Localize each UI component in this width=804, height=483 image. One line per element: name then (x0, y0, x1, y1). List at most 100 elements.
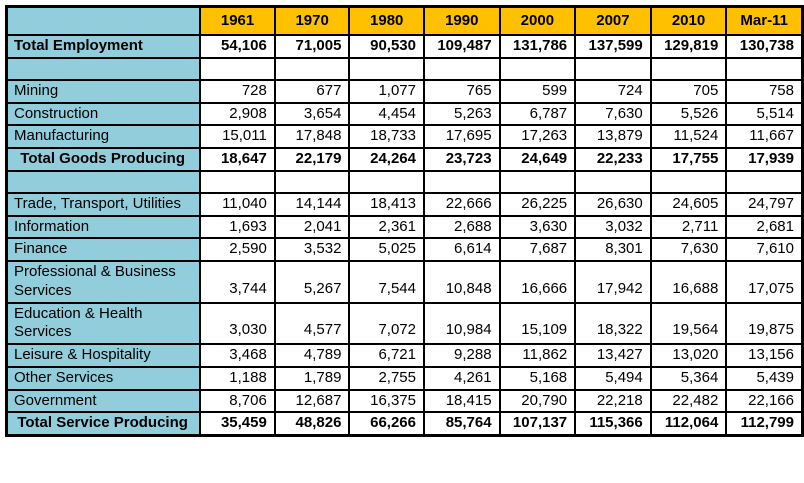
row-label: Information (5, 214, 202, 240)
table-row: Mining 728 677 1,077 765 599 724 705 758 (5, 78, 804, 104)
value-cell: 12,687 (273, 388, 351, 414)
value-cell: 17,263 (498, 124, 577, 149)
value-cell: 765 (423, 78, 501, 104)
value-cell: 17,848 (273, 124, 351, 149)
table-row: Finance 2,590 3,532 5,025 6,614 7,687 8,301 7,6… (5, 237, 804, 262)
value-cell: 20,790 (498, 388, 577, 414)
value-cell: 6,721 (348, 343, 425, 368)
page: 1961 1970 1980 1990 2000 2007 2010 Mar-11 Total… (5, 5, 804, 437)
row-label: Trade, Transport, Utilities (5, 191, 202, 217)
value-cell: 11,667 (725, 124, 804, 149)
value-cell: 24,605 (649, 191, 728, 217)
value-cell: 16,688 (649, 260, 728, 304)
value-cell: 11,524 (649, 124, 728, 149)
value-cell (725, 56, 804, 81)
value-cell: 22,218 (574, 388, 652, 414)
value-cell: 2,041 (273, 214, 351, 240)
value-cell: 2,590 (199, 237, 276, 262)
value-cell: 24,264 (348, 147, 425, 172)
value-cell: 7,544 (348, 260, 425, 304)
value-cell: 7,630 (574, 101, 652, 127)
value-cell: 15,109 (498, 301, 577, 345)
value-cell (649, 169, 728, 194)
value-cell: 5,267 (273, 260, 351, 304)
row-label: Finance (5, 237, 202, 262)
value-cell: 2,908 (199, 101, 276, 127)
value-cell: 26,630 (574, 191, 652, 217)
table-row: Information 1,693 2,041 2,361 2,688 3,630 3,03… (5, 214, 804, 240)
value-cell: 17,755 (649, 147, 728, 172)
value-cell: 17,075 (725, 260, 804, 304)
table-row: Professional & Business Services 3,744 5,2… (5, 260, 804, 304)
value-cell: 3,630 (498, 214, 577, 240)
value-cell: 10,984 (423, 301, 501, 345)
value-cell: 24,649 (498, 147, 577, 172)
value-cell: 71,005 (273, 34, 351, 59)
row-label: Total Service Producing (5, 411, 202, 437)
value-cell: 19,564 (649, 301, 728, 345)
value-cell: 22,179 (273, 147, 351, 172)
value-cell: 66,266 (348, 411, 425, 437)
value-cell: 18,415 (423, 388, 501, 414)
value-cell: 26,225 (498, 191, 577, 217)
value-cell: 18,647 (199, 147, 276, 172)
row-label: Mining (5, 78, 202, 104)
value-cell: 5,514 (725, 101, 804, 127)
value-cell: 48,826 (273, 411, 351, 437)
value-cell: 2,361 (348, 214, 425, 240)
value-cell: 17,942 (574, 260, 652, 304)
value-cell: 112,799 (725, 411, 804, 437)
value-cell: 137,599 (574, 34, 652, 59)
row-label: Total Employment (5, 34, 202, 59)
value-cell: 7,610 (725, 237, 804, 262)
year-header: 1990 (423, 5, 501, 36)
value-cell: 115,366 (574, 411, 652, 437)
value-cell: 23,723 (423, 147, 501, 172)
value-cell: 54,106 (199, 34, 276, 59)
value-cell: 4,577 (273, 301, 351, 345)
value-cell: 6,614 (423, 237, 501, 262)
table-row: Other Services 1,188 1,789 2,755 4,261 5,168 5… (5, 365, 804, 391)
value-cell: 1,188 (199, 365, 276, 391)
value-cell: 3,032 (574, 214, 652, 240)
value-cell: 7,630 (649, 237, 728, 262)
table-row (5, 169, 804, 194)
value-cell: 13,156 (725, 343, 804, 368)
value-cell: 599 (498, 78, 577, 104)
value-cell: 1,693 (199, 214, 276, 240)
value-cell: 705 (649, 78, 728, 104)
value-cell: 10,848 (423, 260, 501, 304)
value-cell: 8,706 (199, 388, 276, 414)
row-label: Other Services (5, 365, 202, 391)
year-header: 2000 (498, 5, 577, 36)
year-header: 2010 (649, 5, 728, 36)
value-cell: 1,789 (273, 365, 351, 391)
value-cell (649, 56, 728, 81)
value-cell: 3,744 (199, 260, 276, 304)
row-label: Education & Health Services (5, 301, 202, 345)
value-cell: 4,454 (348, 101, 425, 127)
value-cell: 16,375 (348, 388, 425, 414)
value-cell: 22,666 (423, 191, 501, 217)
value-cell: 131,786 (498, 34, 577, 59)
value-cell: 130,738 (725, 34, 804, 59)
value-cell: 18,733 (348, 124, 425, 149)
value-cell: 2,711 (649, 214, 728, 240)
value-cell (574, 169, 652, 194)
value-cell: 22,233 (574, 147, 652, 172)
value-cell: 90,530 (348, 34, 425, 59)
value-cell: 22,166 (725, 388, 804, 414)
value-cell (725, 169, 804, 194)
value-cell: 2,688 (423, 214, 501, 240)
row-label: Government (5, 388, 202, 414)
value-cell (498, 56, 577, 81)
value-cell: 7,072 (348, 301, 425, 345)
value-cell: 3,532 (273, 237, 351, 262)
value-cell: 11,862 (498, 343, 577, 368)
value-cell: 4,789 (273, 343, 351, 368)
value-cell: 3,654 (273, 101, 351, 127)
value-cell: 5,263 (423, 101, 501, 127)
value-cell: 85,764 (423, 411, 501, 437)
value-cell: 7,687 (498, 237, 577, 262)
value-cell: 9,288 (423, 343, 501, 368)
